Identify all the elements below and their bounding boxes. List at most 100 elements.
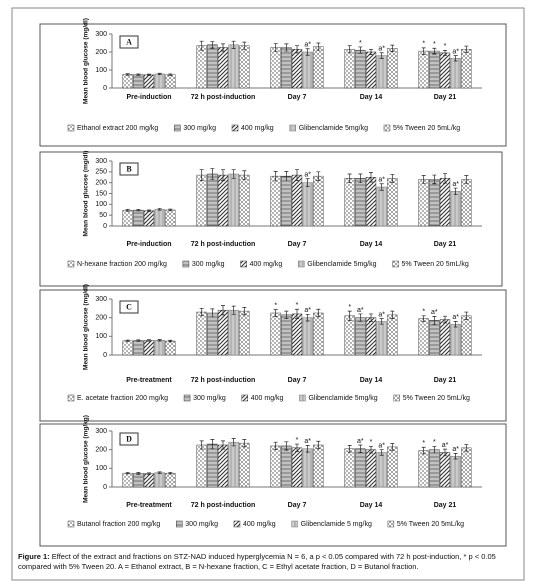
error-bar [295,45,299,54]
error-bar [136,73,141,76]
error-bar [390,443,395,451]
significance-mark: a* [378,443,385,450]
error-bar [305,48,310,56]
x-tick-label: Pre-induction [126,241,171,248]
legend-label: 400 mg/kg [243,521,276,528]
bar [154,209,165,227]
error-bar [157,72,162,76]
error-bar [358,46,363,54]
bar [133,74,144,89]
error-bar [221,440,225,450]
legend-label: 300 mg/kg [185,521,218,528]
legend-swatch [289,124,296,132]
panel-label: A [126,37,132,46]
bar [461,49,472,89]
bar [387,48,398,89]
y-tick-label: 200 [95,315,107,322]
panel-label-box [119,35,139,49]
error-bar [347,445,352,453]
bar [122,210,133,227]
error-bar [453,321,458,328]
error-bar [157,208,162,211]
significance-mark: a* [357,438,364,445]
error-bar [379,318,384,325]
x-tick-label: Day 14 [360,377,383,384]
legend-swatch [298,260,305,268]
significance-mark: * [433,41,436,48]
panel-label: D [126,434,132,443]
bar [302,317,313,356]
error-bar [147,472,151,475]
bar [196,311,207,356]
error-bar [432,174,437,185]
legend-label: E. acetate fraction 200 mg/kg [77,395,168,402]
panel-label: B [126,164,132,173]
bar [239,174,250,227]
panel-border [39,289,507,422]
legend-label: 400 mg/kg [251,395,284,402]
error-bar [199,169,204,181]
error-bar [125,209,130,212]
legend-swatch [383,124,391,132]
bar [376,321,387,356]
bar [376,55,387,89]
bar [418,318,429,356]
legend-swatch [291,520,298,528]
bar [418,179,429,227]
bar [291,313,303,356]
bar [154,340,165,356]
error-bar [379,183,384,191]
bar [165,74,176,89]
error-bar [432,316,437,325]
legend-label: 5% Tween 20 5mL/kg [397,521,464,528]
bar [291,49,303,89]
error-bar [390,44,395,52]
error-bar [347,173,352,184]
legend-label: Glibenclamide 5mg/kg [299,125,368,132]
error-bar [464,45,469,53]
bar [387,178,398,227]
significance-mark: * [422,309,425,316]
significance-mark: * [359,40,362,47]
x-tick-label: Day 7 [288,241,307,248]
error-bar [147,339,151,342]
error-bar [453,187,458,195]
error-bar [464,444,469,452]
error-bar [168,472,173,475]
significance-mark: a* [452,48,459,55]
error-bar [273,171,278,182]
panel-label-box [119,300,139,314]
error-bar [316,308,321,318]
error-bar [369,172,373,183]
error-bar [390,310,395,319]
bar [439,319,451,356]
error-bar [390,174,395,183]
bar [196,444,207,488]
x-tick-label: Day 21 [434,94,457,101]
bar [461,447,472,488]
bar [387,446,398,488]
significance-mark: a* [378,46,385,53]
x-tick-label: Day 14 [360,502,383,509]
bar [461,179,472,227]
error-bar [443,448,447,457]
error-bar [295,443,299,452]
significance-mark: a* [442,442,449,449]
error-bar [443,173,447,184]
bar [376,186,387,227]
bar [143,473,155,488]
bar [429,320,440,356]
error-bar [231,438,236,447]
legend-label: 5% Tween 20 5mL/kg [402,261,469,268]
x-tick-label: 72 h post-induction [191,241,256,248]
error-bar [125,73,130,76]
bar [291,447,303,488]
x-tick-label: Pre-induction [126,94,171,101]
y-tick-label: 200 [95,180,107,187]
x-tick-label: Day 21 [434,502,457,509]
bar [313,175,324,227]
bar [302,51,313,89]
legend-swatch [174,124,181,132]
bar [461,315,472,356]
